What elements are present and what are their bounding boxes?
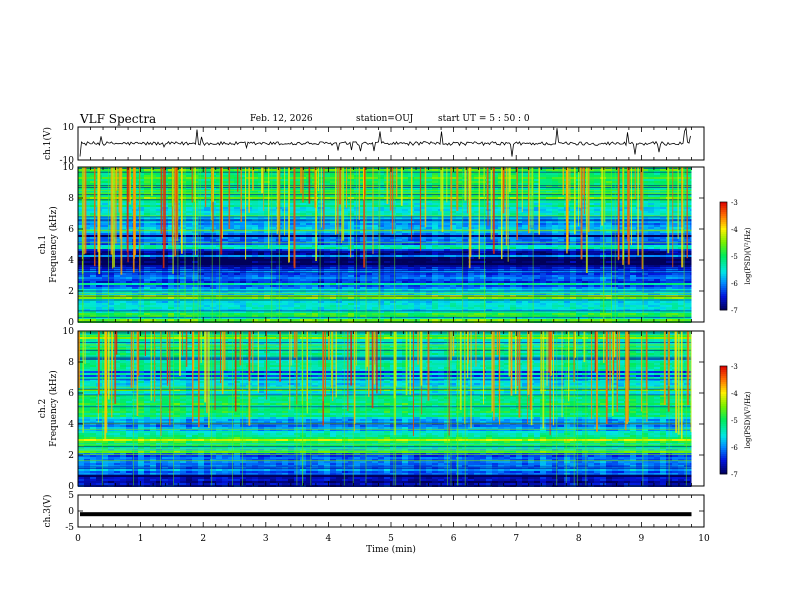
x-tick-label: 10 [698, 534, 710, 544]
ch3-ylabel: ch.3(V) [42, 495, 53, 528]
ch2-spectrogram-image [78, 331, 693, 487]
x-tick-label: 5 [388, 534, 394, 544]
y-tick-label: 10 [63, 327, 75, 337]
ch1-ylabel: ch.1(V) [42, 127, 53, 160]
x-tick-label: 8 [576, 534, 582, 544]
ch1-waveform-trace [79, 126, 691, 157]
y-tick-label: -10 [60, 156, 75, 166]
y-tick-label: 8 [68, 358, 74, 368]
y-tick-label: 5 [68, 491, 74, 501]
y-tick-label: 10 [63, 163, 75, 173]
x-tick-group [77, 167, 705, 322]
ch1-spectrogram-ylabel-line: Frequency (kHz) [48, 206, 59, 283]
y-tick-label: 4 [68, 420, 74, 430]
y-tick-label: -5 [65, 523, 74, 533]
ch2-spectrogram-colorbar: -3 -4 -5 -6 -7 log(PSD)(V²/Hz) [719, 363, 752, 479]
y-tick-label: 8 [68, 194, 74, 204]
x-tick-group [77, 331, 705, 486]
ch2-spectrogram-colorbar-tick: -6 [731, 444, 738, 452]
ch3-ylabel-line: ch.3(V) [42, 495, 53, 528]
x-tick-label: 1 [138, 534, 144, 544]
x-tick-label: 4 [326, 534, 332, 544]
ch1-spectrogram-ylabel: ch.1 Frequency (kHz) [38, 206, 59, 283]
x-axis-label: Time (min) [366, 544, 416, 555]
chart-title: VLF Spectra [80, 112, 157, 126]
ch1-spectrogram-nodata [691, 167, 704, 322]
ch2-spectrogram-colorbar-frame [719, 365, 728, 475]
ch2-spectrogram-nodata [691, 331, 704, 486]
ch1-spectrogram-colorbar-tick: -4 [731, 226, 738, 234]
y-tick-label: 0 [68, 318, 74, 328]
ch2-spectrogram-colorbar-tick: -5 [731, 417, 738, 425]
ch1-spectrogram-colorbar-tick: -7 [731, 307, 738, 315]
station-label: station=OUJ [356, 114, 414, 124]
ch2-spectrogram-colorbar-tick: -3 [731, 363, 738, 371]
ch2-spectrogram-ylabel-line: Frequency (kHz) [48, 370, 59, 447]
ch3-waveform-trace [80, 512, 692, 517]
y-tick-label: 4 [68, 256, 74, 266]
y-tick-label: 10 [63, 123, 75, 133]
x-tick-label: 7 [513, 534, 519, 544]
ch1-spectrogram-colorbar-label: log(PSD)(V²/Hz) [744, 227, 752, 284]
x-tick-label: 0 [75, 534, 81, 544]
x-tick-group [77, 127, 705, 160]
ch1-spectrogram-colorbar-tick: -6 [731, 280, 738, 288]
ch1-spectrogram-colorbar-tick: -5 [731, 253, 738, 261]
y-tick-label: 6 [68, 389, 74, 399]
x-tick-label: 2 [200, 534, 206, 544]
ch1-spectrogram-colorbar-tick: -3 [731, 199, 738, 207]
date-label: Feb. 12, 2026 [250, 114, 313, 124]
y-tick-label: 0 [68, 482, 74, 492]
y-tick-label: 6 [68, 225, 74, 235]
x-tick-group [77, 495, 705, 527]
ch1-spectrogram-ylabel-line: ch.1 [38, 235, 48, 254]
y-tick-label: 2 [68, 451, 74, 461]
ch1-spectrogram-colorbar-frame [719, 201, 728, 311]
start-time-label: start UT = 5 : 50 : 0 [438, 114, 530, 124]
ch1-spectrogram-colorbar: -3 -4 -5 -6 -7 log(PSD)(V²/Hz) [719, 199, 752, 315]
x-tick-label: 3 [263, 534, 269, 544]
y-tick-label: 2 [68, 287, 74, 297]
x-tick-label: 9 [639, 534, 645, 544]
ch2-spectrogram-colorbar-tick: -7 [731, 471, 738, 479]
ch2-spectrogram-ylabel: ch.2 Frequency (kHz) [38, 370, 59, 447]
ch1-spectrogram-image [78, 167, 692, 323]
ch1-ylabel-line: ch.1(V) [42, 127, 53, 160]
ch2-spectrogram-colorbar-label: log(PSD)(V²/Hz) [744, 391, 752, 448]
ch2-spectrogram-ylabel-line: ch.2 [38, 399, 48, 418]
x-tick-label: 6 [451, 534, 457, 544]
y-tick-label: 0 [68, 507, 74, 517]
ch2-spectrogram-colorbar-tick: -4 [731, 390, 738, 398]
